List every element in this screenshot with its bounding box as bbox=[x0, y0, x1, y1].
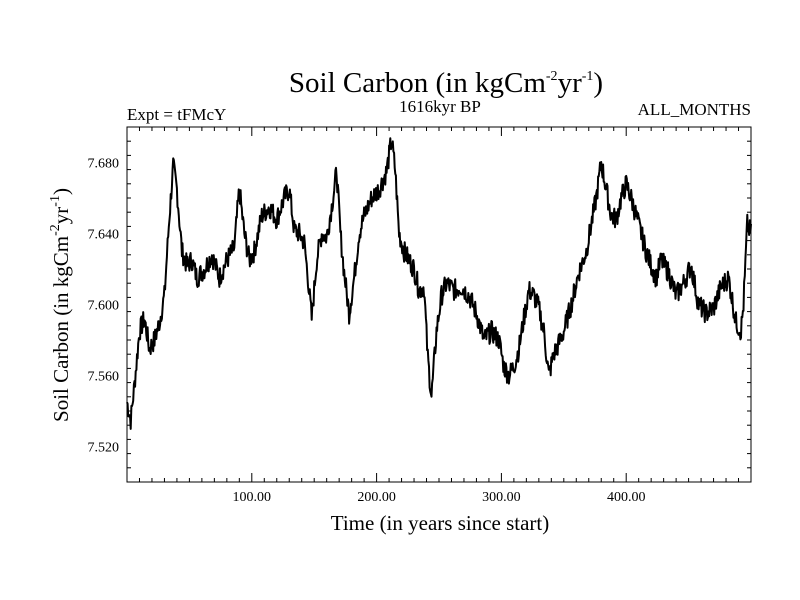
period-label: 1616kyr BP bbox=[399, 97, 481, 116]
y-tick-label: 7.600 bbox=[88, 299, 120, 314]
y-tick-label: 7.640 bbox=[88, 228, 120, 243]
experiment-label: Expt = tFMcY bbox=[127, 105, 226, 124]
x-tick-label: 300.00 bbox=[482, 490, 521, 505]
x-tick-label: 100.00 bbox=[233, 490, 272, 505]
y-tick-label: 7.560 bbox=[88, 370, 120, 385]
x-tick-label: 200.00 bbox=[357, 490, 396, 505]
x-axis-label: Time (in years since start) bbox=[331, 511, 550, 535]
chart-title: Soil Carbon (in kgCm-2yr-1) bbox=[289, 67, 603, 99]
months-label: ALL_MONTHS bbox=[638, 100, 751, 119]
plot-frame bbox=[126, 126, 752, 483]
y-tick-label: 7.520 bbox=[88, 441, 120, 456]
y-tick-label: 7.680 bbox=[88, 157, 120, 172]
series-line-soil-carbon bbox=[126, 137, 752, 430]
y-axis-label: Soil Carbon (in kgCm-2yr-1) bbox=[48, 188, 73, 422]
x-tick-label: 400.00 bbox=[607, 490, 646, 505]
